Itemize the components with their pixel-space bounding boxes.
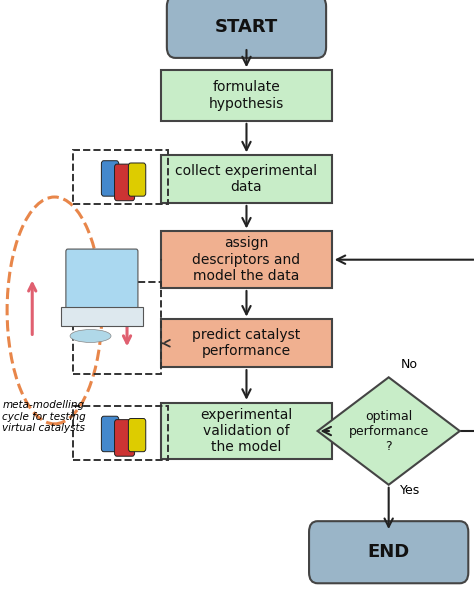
Bar <box>161 155 332 203</box>
FancyBboxPatch shape <box>66 249 138 311</box>
Bar <box>61 307 143 326</box>
FancyBboxPatch shape <box>115 420 135 456</box>
Bar <box>161 232 332 288</box>
FancyBboxPatch shape <box>101 161 118 196</box>
Text: START: START <box>215 18 278 36</box>
Text: END: END <box>367 543 410 561</box>
FancyBboxPatch shape <box>128 418 146 452</box>
Text: optimal
performance
?: optimal performance ? <box>348 410 429 453</box>
Bar <box>161 70 332 121</box>
Text: collect experimental
data: collect experimental data <box>175 164 318 194</box>
Bar <box>73 150 168 204</box>
Text: Yes: Yes <box>400 484 420 497</box>
FancyBboxPatch shape <box>167 0 326 58</box>
Bar <box>161 402 332 460</box>
Text: formulate
hypothesis: formulate hypothesis <box>209 81 284 110</box>
FancyBboxPatch shape <box>115 164 135 201</box>
FancyBboxPatch shape <box>101 416 118 452</box>
Text: experimental
validation of
the model: experimental validation of the model <box>201 408 292 454</box>
Text: predict catalyst
performance: predict catalyst performance <box>192 328 301 358</box>
Polygon shape <box>318 377 460 485</box>
Bar <box>161 319 332 367</box>
FancyBboxPatch shape <box>128 163 146 196</box>
Bar <box>73 282 161 374</box>
Text: assign
descriptors and
model the data: assign descriptors and model the data <box>192 236 301 283</box>
Text: meta-modelling
cycle for testing
virtual catalysts: meta-modelling cycle for testing virtual… <box>2 400 86 433</box>
Ellipse shape <box>70 330 111 343</box>
Text: No: No <box>401 358 418 371</box>
Bar <box>73 406 168 460</box>
FancyBboxPatch shape <box>309 521 468 583</box>
